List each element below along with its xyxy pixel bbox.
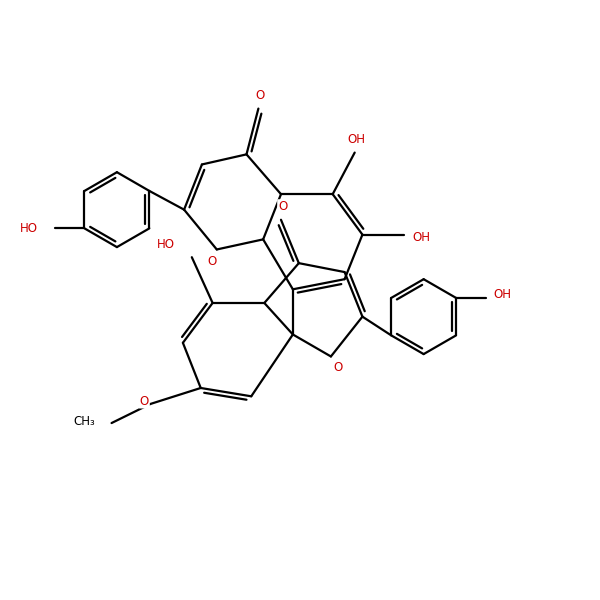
Text: O: O [256, 89, 265, 102]
Text: HO: HO [157, 238, 175, 251]
Text: OH: OH [413, 231, 431, 244]
Text: CH₃: CH₃ [73, 415, 95, 428]
Text: HO: HO [20, 222, 38, 235]
Text: OH: OH [493, 289, 511, 301]
Text: OH: OH [347, 133, 365, 146]
Text: O: O [278, 200, 287, 213]
Text: O: O [208, 255, 217, 268]
Text: O: O [140, 395, 149, 407]
Text: O: O [334, 361, 343, 374]
